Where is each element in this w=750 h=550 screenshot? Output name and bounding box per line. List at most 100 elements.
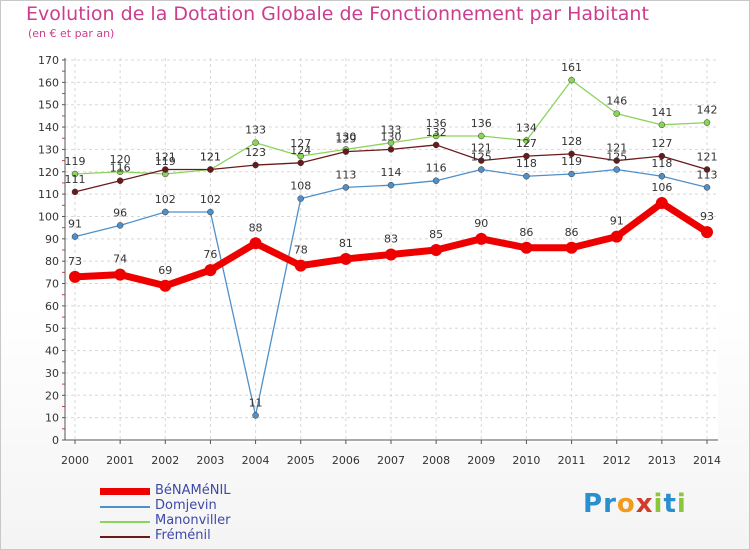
data-point-domjevin xyxy=(523,172,530,180)
data-point-benamenil xyxy=(385,248,397,261)
data-label-domjevin: 96 xyxy=(113,206,127,219)
data-label-manonviller: 119 xyxy=(155,155,176,168)
data-point-domjevin xyxy=(71,233,79,240)
logo-letter: i xyxy=(676,489,687,519)
data-point-domjevin xyxy=(252,412,259,419)
data-point-domjevin xyxy=(432,177,440,184)
data-point-manonviller xyxy=(658,121,666,129)
data-label-benamenil: 86 xyxy=(565,226,579,239)
y-tick-label: 140 xyxy=(38,121,59,134)
data-label-fremenil: 111 xyxy=(65,173,86,186)
legend-item-fremenil: Fréménil xyxy=(100,529,300,544)
legend-swatch-benamenil xyxy=(100,488,150,495)
data-label-domjevin: 102 xyxy=(200,193,221,206)
data-label-fremenil: 116 xyxy=(110,162,131,175)
y-tick-label: 130 xyxy=(38,143,59,156)
x-tick-label: 2005 xyxy=(287,454,315,467)
data-label-benamenil: 74 xyxy=(113,253,127,266)
proxiti-logo: Proxiti xyxy=(583,489,687,519)
data-label-manonviller: 127 xyxy=(290,137,311,150)
data-label-benamenil: 90 xyxy=(474,217,488,230)
x-tick-label: 2014 xyxy=(693,454,721,467)
data-label-manonviller: 133 xyxy=(381,124,402,137)
logo-letter: t xyxy=(663,489,677,519)
y-tick-label: 100 xyxy=(38,210,59,223)
data-point-benamenil xyxy=(520,241,533,254)
data-point-benamenil xyxy=(114,268,127,281)
data-point-fremenil xyxy=(658,152,666,160)
data-point-fremenil xyxy=(387,146,395,153)
data-point-manonviller xyxy=(523,137,530,144)
data-point-domjevin xyxy=(162,208,169,216)
data-point-fremenil xyxy=(703,166,711,173)
data-point-fremenil xyxy=(162,166,169,173)
data-point-benamenil xyxy=(159,279,172,292)
data-point-domjevin xyxy=(297,195,304,202)
data-label-fremenil: 127 xyxy=(516,137,537,150)
x-tick-label: 2006 xyxy=(332,454,360,467)
data-point-manonviller xyxy=(613,110,620,117)
logo-letter: x xyxy=(635,489,654,519)
data-label-manonviller: 136 xyxy=(471,117,492,130)
data-label-manonviller: 142 xyxy=(697,104,718,117)
data-label-fremenil: 132 xyxy=(426,126,447,139)
data-label-benamenil: 73 xyxy=(68,255,82,268)
x-tick-label: 2010 xyxy=(512,454,540,467)
data-label-domjevin: 119 xyxy=(561,155,582,168)
logo-letter: i xyxy=(653,489,664,519)
logo-letter: P xyxy=(583,489,604,519)
data-point-domjevin xyxy=(387,181,395,189)
data-label-domjevin: 113 xyxy=(335,168,356,181)
y-tick-label: 30 xyxy=(45,367,59,380)
legend-swatch-manonviller xyxy=(100,521,150,523)
data-label-fremenil: 121 xyxy=(471,142,492,155)
data-point-benamenil xyxy=(249,237,262,250)
data-point-fremenil xyxy=(432,141,440,149)
legend-swatch-fremenil xyxy=(100,536,150,538)
data-label-manonviller: 120 xyxy=(110,153,131,166)
data-point-manonviller xyxy=(478,132,485,140)
data-label-domjevin: 118 xyxy=(516,157,537,170)
y-tick-label: 80 xyxy=(45,255,59,268)
data-label-benamenil: 78 xyxy=(294,244,308,257)
x-tick-label: 2009 xyxy=(467,454,495,467)
data-label-domjevin: 11 xyxy=(249,396,263,409)
data-point-fremenil xyxy=(71,188,79,196)
data-label-domjevin: 102 xyxy=(155,193,176,206)
data-label-benamenil: 106 xyxy=(651,181,672,194)
data-label-manonviller: 133 xyxy=(245,124,266,137)
x-tick-label: 2003 xyxy=(196,454,224,467)
data-point-benamenil xyxy=(204,264,217,277)
data-point-fremenil xyxy=(252,161,259,169)
data-point-benamenil xyxy=(610,230,623,243)
y-tick-label: 10 xyxy=(45,412,59,425)
data-label-fremenil: 130 xyxy=(381,130,402,143)
x-tick-label: 2001 xyxy=(106,454,134,467)
data-point-benamenil xyxy=(69,270,81,283)
legend-label-benamenil: BéNAMéNIL xyxy=(155,483,231,498)
data-point-manonviller xyxy=(387,139,395,146)
data-label-domjevin: 125 xyxy=(606,151,627,164)
data-label-manonviller: 161 xyxy=(561,61,582,74)
y-tick-label: 70 xyxy=(45,278,59,291)
y-tick-label: 120 xyxy=(38,166,59,179)
data-point-manonviller xyxy=(703,119,711,126)
data-label-domjevin: 108 xyxy=(290,180,311,193)
data-label-benamenil: 91 xyxy=(610,215,624,228)
logo-letter: r xyxy=(603,489,617,519)
data-label-fremenil: 129 xyxy=(335,133,356,146)
data-point-domjevin xyxy=(342,184,350,191)
data-label-domjevin: 114 xyxy=(381,166,402,179)
data-point-fremenil xyxy=(478,157,485,164)
data-label-benamenil: 69 xyxy=(158,264,172,277)
data-point-fremenil xyxy=(116,177,124,184)
x-tick-label: 2002 xyxy=(151,454,179,467)
data-label-domjevin: 91 xyxy=(68,218,82,231)
x-tick-label: 2008 xyxy=(422,454,450,467)
data-label-fremenil: 124 xyxy=(290,144,311,157)
y-tick-label: 40 xyxy=(45,345,59,358)
data-label-manonviller: 141 xyxy=(651,106,672,119)
data-point-benamenil xyxy=(475,232,488,245)
data-label-fremenil: 127 xyxy=(651,137,672,150)
